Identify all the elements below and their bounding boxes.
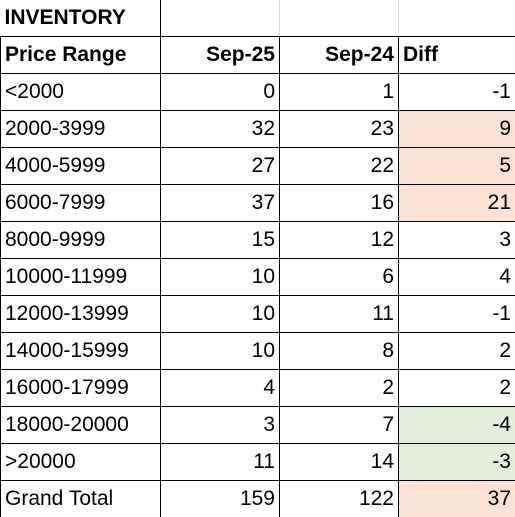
sep-24-cell[interactable]: 14 [280,444,399,481]
empty-cell[interactable] [399,0,515,37]
sep-24-cell[interactable]: 12 [280,222,399,259]
table-title[interactable]: INVENTORY [1,0,161,37]
sep-25-cell[interactable]: 32 [161,111,280,148]
header-price-range[interactable]: Price Range [1,37,161,74]
price-range-cell[interactable]: 14000-15999 [1,333,161,370]
sep-25-cell[interactable]: 3 [161,407,280,444]
diff-cell[interactable]: 3 [399,222,515,259]
spreadsheet: INVENTORY Price Range Sep-25 Sep-24 Diff… [0,0,515,498]
header-sep-24[interactable]: Sep-24 [280,37,399,74]
sep-25-cell[interactable]: 15 [161,222,280,259]
diff-cell[interactable]: 2 [399,370,515,407]
diff-cell[interactable]: -1 [399,296,515,333]
price-range-cell[interactable]: 6000-7999 [1,185,161,222]
price-range-cell[interactable]: >20000 [1,444,161,481]
total-sep-25-cell[interactable]: 159 [161,481,280,517]
sep-24-cell[interactable]: 23 [280,111,399,148]
empty-cell[interactable] [161,0,280,37]
sep-25-cell[interactable]: 4 [161,370,280,407]
price-range-cell[interactable]: 2000-3999 [1,111,161,148]
diff-cell[interactable]: 2 [399,333,515,370]
sep-25-cell[interactable]: 10 [161,333,280,370]
diff-cell[interactable]: -4 [399,407,515,444]
diff-cell[interactable]: 9 [399,111,515,148]
sep-24-cell[interactable]: 6 [280,259,399,296]
sep-25-cell[interactable]: 10 [161,259,280,296]
price-range-cell[interactable]: 10000-11999 [1,259,161,296]
total-diff-cell[interactable]: 37 [399,481,515,517]
sep-25-cell[interactable]: 27 [161,148,280,185]
sep-24-cell[interactable]: 8 [280,333,399,370]
diff-cell[interactable]: -3 [399,444,515,481]
sep-24-cell[interactable]: 11 [280,296,399,333]
price-range-cell[interactable]: 16000-17999 [1,370,161,407]
header-row: Price Range Sep-25 Sep-24 Diff [1,37,515,74]
sep-24-cell[interactable]: 2 [280,370,399,407]
sep-25-cell[interactable]: 10 [161,296,280,333]
header-diff[interactable]: Diff [399,37,515,74]
diff-cell[interactable]: -1 [399,74,515,111]
sep-24-cell[interactable]: 7 [280,407,399,444]
sep-24-cell[interactable]: 16 [280,185,399,222]
sep-24-cell[interactable]: 1 [280,74,399,111]
empty-cell[interactable] [280,0,399,37]
sep-25-cell[interactable]: 37 [161,185,280,222]
sep-25-cell[interactable]: 0 [161,74,280,111]
price-range-cell[interactable]: <2000 [1,74,161,111]
price-range-cell[interactable]: 18000-20000 [1,407,161,444]
sep-25-cell[interactable]: 11 [161,444,280,481]
total-sep-24-cell[interactable]: 122 [280,481,399,517]
diff-cell[interactable]: 21 [399,185,515,222]
diff-cell[interactable]: 4 [399,259,515,296]
price-range-cell[interactable]: 4000-5999 [1,148,161,185]
price-range-cell[interactable]: 12000-13999 [1,296,161,333]
grand-total-label[interactable]: Grand Total [1,481,161,517]
diff-cell[interactable]: 5 [399,148,515,185]
title-row: INVENTORY [1,0,515,37]
sep-24-cell[interactable]: 22 [280,148,399,185]
price-range-cell[interactable]: 8000-9999 [1,222,161,259]
header-sep-25[interactable]: Sep-25 [161,37,280,74]
